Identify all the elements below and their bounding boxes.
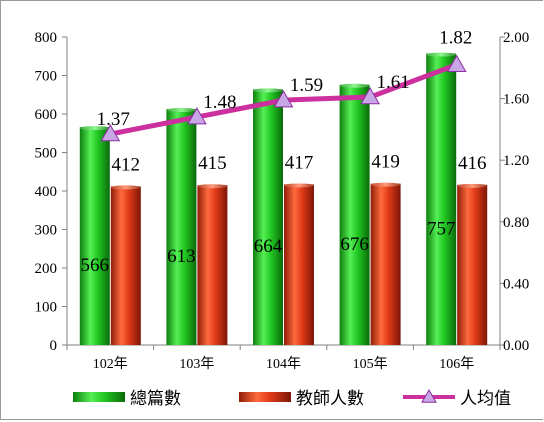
bar-top-series-1 xyxy=(110,185,141,190)
bar-series-1 xyxy=(284,184,314,345)
legend-swatch-0 xyxy=(73,392,125,402)
average-value-label: 1.48 xyxy=(203,92,236,113)
bars xyxy=(79,52,488,346)
bar-series-1 xyxy=(370,183,401,345)
average-marker xyxy=(187,107,207,125)
average-value-label: 1.61 xyxy=(376,72,409,93)
average-line xyxy=(100,54,467,142)
bar-value-label: 416 xyxy=(458,153,487,174)
x-tick-label: 102年 xyxy=(93,356,128,372)
bar-series-1 xyxy=(457,184,488,345)
bar-series-0 xyxy=(79,127,110,345)
bar-value-label: 419 xyxy=(371,152,400,173)
average-marker xyxy=(273,90,294,108)
y-right-tick-label: 0.00 xyxy=(503,338,529,354)
legend-label-0: 總篇數 xyxy=(130,389,181,409)
bar-series-0 xyxy=(253,89,283,345)
y-left-tick-label: 700 xyxy=(35,69,58,85)
axes: 0 100 200 300 400 500 600 700 800 0.00 0.40 0.80 1.2… xyxy=(35,30,530,372)
bar-value-label: 613 xyxy=(167,246,196,267)
data-labels: 566 613 664 676 757 412 415 417 419 416 1.37 1.48 1.… xyxy=(81,28,487,276)
bar-value-label: 415 xyxy=(198,153,227,174)
bar-value-label: 757 xyxy=(427,218,456,239)
y-right-tick-label: 0.40 xyxy=(503,276,529,292)
legend-label-2: 人均值 xyxy=(460,389,511,409)
y-right-tick-label: 2.00 xyxy=(503,30,529,46)
y-left-tick-label: 0 xyxy=(50,338,58,354)
legend-label-1: 教師人數 xyxy=(296,389,364,409)
average-value-label: 1.37 xyxy=(97,109,130,130)
bar-top-series-1 xyxy=(370,182,401,187)
bar-value-label: 566 xyxy=(81,255,110,276)
bar-series-0 xyxy=(166,108,197,346)
legend-marker xyxy=(421,388,437,403)
bar-top-series-0 xyxy=(166,107,197,112)
average-value-label: 1.59 xyxy=(290,75,323,96)
y-left-tick-label: 500 xyxy=(35,146,58,162)
bar-top-series-1 xyxy=(284,183,314,188)
y-right-tick-label: 1.20 xyxy=(503,153,529,169)
bar-series-1 xyxy=(110,186,141,345)
average-value-label: 1.82 xyxy=(439,28,472,49)
bar-series-0 xyxy=(426,53,457,346)
y-left-tick-label: 100 xyxy=(35,300,58,316)
bar-value-label: 676 xyxy=(340,234,369,255)
y-right-tick-label: 0.80 xyxy=(503,215,529,231)
x-tick-label: 103年 xyxy=(179,356,214,372)
average-marker xyxy=(446,54,467,72)
bar-top-series-0 xyxy=(339,83,370,88)
legend: 總篇數 教師人數 人均值 xyxy=(73,388,511,409)
x-tick-label: 105年 xyxy=(353,356,388,372)
bar-value-label: 664 xyxy=(254,236,283,257)
bar-series-0 xyxy=(339,84,370,346)
y-right-tick-label: 1.60 xyxy=(503,92,529,108)
bar-top-series-0 xyxy=(79,126,110,131)
bar-value-label: 412 xyxy=(112,154,141,175)
x-tick-label: 106年 xyxy=(439,356,474,372)
bar-series-1 xyxy=(197,185,228,345)
y-left-tick-label: 600 xyxy=(35,107,58,123)
y-left-tick-label: 200 xyxy=(35,261,58,277)
bar-top-series-0 xyxy=(253,88,283,93)
bar-top-series-1 xyxy=(457,183,488,188)
bar-top-series-1 xyxy=(197,184,228,189)
y-left-tick-label: 400 xyxy=(35,184,58,200)
y-left-tick-label: 300 xyxy=(35,223,58,239)
bar-top-series-0 xyxy=(426,52,457,57)
average-marker xyxy=(100,124,121,142)
y-left-tick-label: 800 xyxy=(35,30,58,46)
legend-swatch-1 xyxy=(239,392,291,402)
average-marker xyxy=(360,87,380,105)
x-tick-label: 104年 xyxy=(266,356,301,372)
bar-value-label: 417 xyxy=(285,152,314,173)
